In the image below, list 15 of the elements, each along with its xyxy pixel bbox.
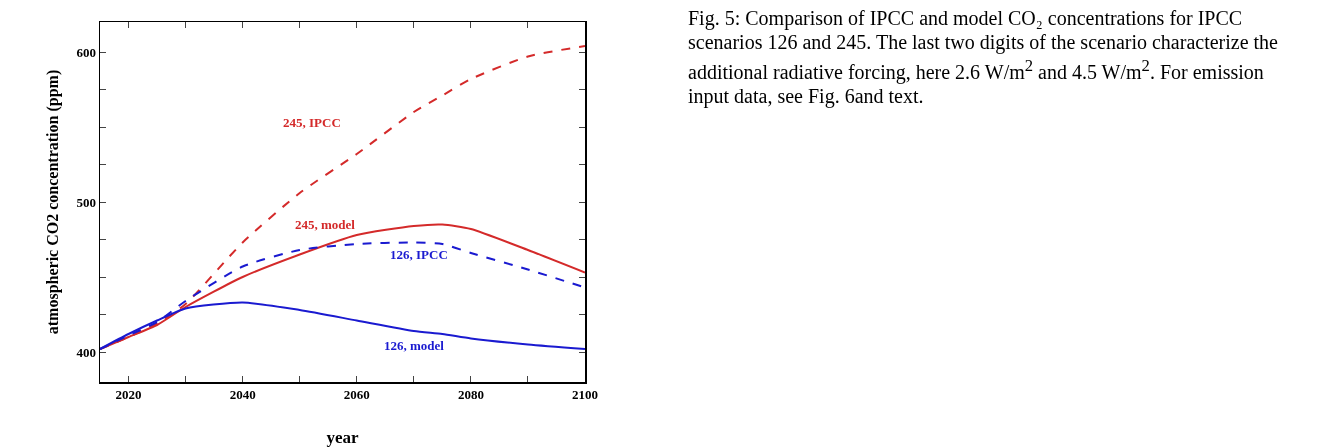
series-label: 126, model (384, 338, 445, 353)
y-tick-label: 500 (76, 194, 96, 210)
x-tick-label: 2060 (343, 387, 370, 403)
x-axis-title: year (326, 428, 359, 447)
x-tick-label: 2080 (457, 387, 484, 403)
y-tick-label: 600 (76, 44, 96, 60)
y-tick-label: 400 (76, 344, 96, 360)
text: 245, IPCC (283, 115, 341, 130)
text: Fig. 5: Comparison of IPCC and model CO₂ concentrations for IPCC scenarios 126 and 245. The last two digits of the scenario characterize the additional radiative forcing, here 2.6 W/m$^{2}$ and 4.5 W/m$^{2}$. For emission input data, see Fig. 6and text. (688, 7, 1278, 107)
y-axis-title: atmospheric CO2 concentration (ppm) (43, 69, 62, 335)
x-tick-label: 2020 (115, 387, 142, 403)
series-label: 245, model (295, 217, 356, 232)
series-label: 126, IPCC (390, 247, 448, 262)
x-tick-label: 2040 (229, 387, 256, 403)
x-tick-label: 2100 (572, 387, 598, 403)
